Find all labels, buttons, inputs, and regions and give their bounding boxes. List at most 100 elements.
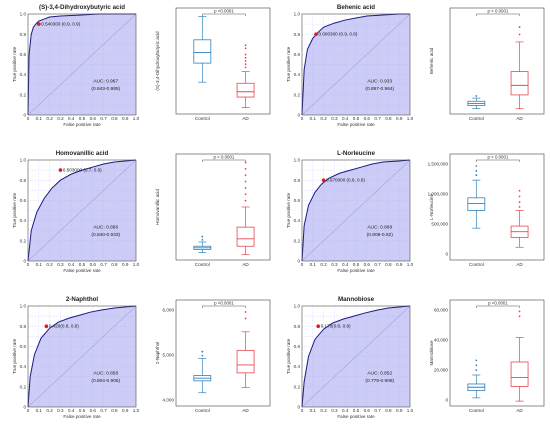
box-control [193, 235, 212, 253]
outlier-point [201, 354, 204, 357]
x-tick-label: 1.0 [133, 116, 140, 121]
x-tick-label: Control [195, 116, 210, 121]
x-tick-label: 0.1 [310, 116, 317, 121]
threshold-point [37, 22, 41, 26]
x-tick-label: 0.7 [374, 116, 381, 121]
x-tick-label: 0.7 [100, 408, 107, 413]
outlier-point [518, 315, 521, 318]
x-tick-label: 1.0 [407, 408, 414, 413]
y-tick-label: 0.4 [20, 364, 27, 369]
y-axis-label: True positive rate [12, 46, 17, 82]
x-tick-label: 0.4 [342, 262, 349, 267]
plot-frame [175, 7, 271, 115]
x-tick-label: 0.1 [310, 262, 317, 267]
outlier-point [244, 193, 247, 196]
roc-curve [27, 305, 137, 408]
x-tick-label: 0.1 [36, 116, 43, 121]
x-tick-label: 0.2 [320, 408, 327, 413]
outlier-point [201, 238, 204, 241]
x-tick-label: 0.2 [46, 116, 53, 121]
x-tick-label: AD [242, 116, 249, 121]
y-tick-label: 1.0 [20, 12, 27, 17]
outlier-point [244, 317, 247, 320]
y-tick-label: 0.8 [294, 324, 301, 329]
threshold-point [44, 324, 49, 329]
y-tick-label: 60,000 [434, 308, 448, 313]
x-tick-label: Control [469, 262, 484, 267]
y-axis-label: L-Norleucine [429, 194, 434, 220]
x-tick-label: AD [242, 262, 249, 267]
box-panel: Control AD p <0.0001 (S)-3,4-Dihydroxybutyr… [155, 7, 271, 121]
outlier-point [244, 53, 247, 56]
roc-curve [301, 159, 411, 262]
y-axis-label: (S)-3,4-Dihydroxybutyric acid [155, 31, 160, 91]
auc-label: AUC: 0.933 [367, 79, 392, 85]
outlier-point [475, 95, 478, 97]
x-tick-label: AD [516, 116, 523, 121]
y-axis-label: Behenic acid [429, 47, 434, 74]
x-tick-label: 0.5 [79, 262, 86, 267]
x-tick-label: 0.9 [396, 116, 403, 121]
x-axis-label: False positive rate [63, 268, 101, 273]
plot-frame [301, 13, 411, 116]
y-tick-label: 0.6 [294, 198, 301, 203]
box-ad [510, 189, 529, 248]
y-tick-label: 0.2 [294, 384, 301, 389]
auc-label: AUC: 0.852 [367, 371, 392, 377]
roc-title: Behenic acid [337, 4, 375, 11]
outlier-point [518, 26, 521, 28]
box-panel: Control AD p < 0.0001 Behenic acid [429, 7, 545, 121]
y-tick-label: 40,000 [434, 338, 448, 343]
x-tick-label: AD [516, 262, 523, 267]
outlier-point [475, 165, 478, 167]
x-tick-label: 0.9 [122, 116, 129, 121]
threshold-label: 0.170(0.8, 0.8) [321, 324, 351, 329]
y-tick-label: 1.0 [20, 304, 27, 309]
y-tick-label: 1.0 [294, 158, 301, 163]
box-panel: Control AD p < 0.0001 Homovanillic acid [155, 153, 271, 267]
plot-frame [449, 153, 545, 261]
y-tick-label: 0 [297, 113, 300, 118]
auc-ci-label: (0.897-0.964) [365, 86, 394, 92]
box-control [193, 350, 212, 394]
y-tick-label: 0 [445, 252, 448, 257]
roc-panel: (S)-3,4-Dihydroxybutyric acid 0.540300 (0… [12, 4, 140, 127]
x-tick-label: 0.5 [79, 116, 86, 121]
y-tick-label: 4,000 [163, 398, 175, 403]
plot-frame [175, 299, 271, 407]
x-tick-label: 1.0 [133, 262, 140, 267]
x-tick-label: 0.8 [111, 408, 118, 413]
outlier-point [244, 187, 247, 189]
x-tick-label: 0.9 [396, 408, 403, 413]
auc-ci-label: (0.779-0.908) [365, 378, 394, 384]
plot-frame [27, 13, 137, 116]
outlier-point [244, 161, 247, 164]
outlier-point [518, 33, 521, 36]
auc-label: AUC: 0.858 [93, 371, 118, 377]
box-iqr [510, 361, 529, 387]
roc-panel: Mannobiose 0.170(0.8, 0.8) AUC: 0.852(0.77… [286, 296, 414, 419]
x-tick-label: 0.5 [353, 408, 360, 413]
p-value-label: p < 0.0001 [488, 9, 509, 14]
box-ad [510, 26, 529, 110]
roc-title: Mannobiose [338, 296, 375, 303]
y-tick-label: 0.4 [294, 218, 301, 223]
y-tick-label: 0.8 [20, 178, 27, 183]
plot-frame [27, 159, 137, 262]
y-tick-label: 0.8 [294, 178, 301, 183]
plot-frame [449, 299, 545, 407]
p-value-label: p < 0.0001 [214, 155, 235, 160]
p-value-label: p < 0.0001 [488, 155, 509, 160]
y-axis-label: Homovanillic acid [155, 189, 160, 225]
x-tick-label: 0 [301, 262, 304, 267]
outlier-point [518, 201, 521, 203]
y-tick-label: 0.2 [20, 384, 27, 389]
threshold-label: 0.970000 (0.8, 0.8) [326, 178, 365, 183]
x-axis-label: False positive rate [63, 414, 101, 419]
outlier-point [518, 195, 521, 198]
x-tick-label: 0.6 [90, 408, 97, 413]
x-tick-label: AD [242, 408, 249, 413]
y-axis-label: True positive rate [12, 192, 17, 228]
outlier-point [244, 63, 247, 66]
outlier-point [201, 350, 204, 353]
